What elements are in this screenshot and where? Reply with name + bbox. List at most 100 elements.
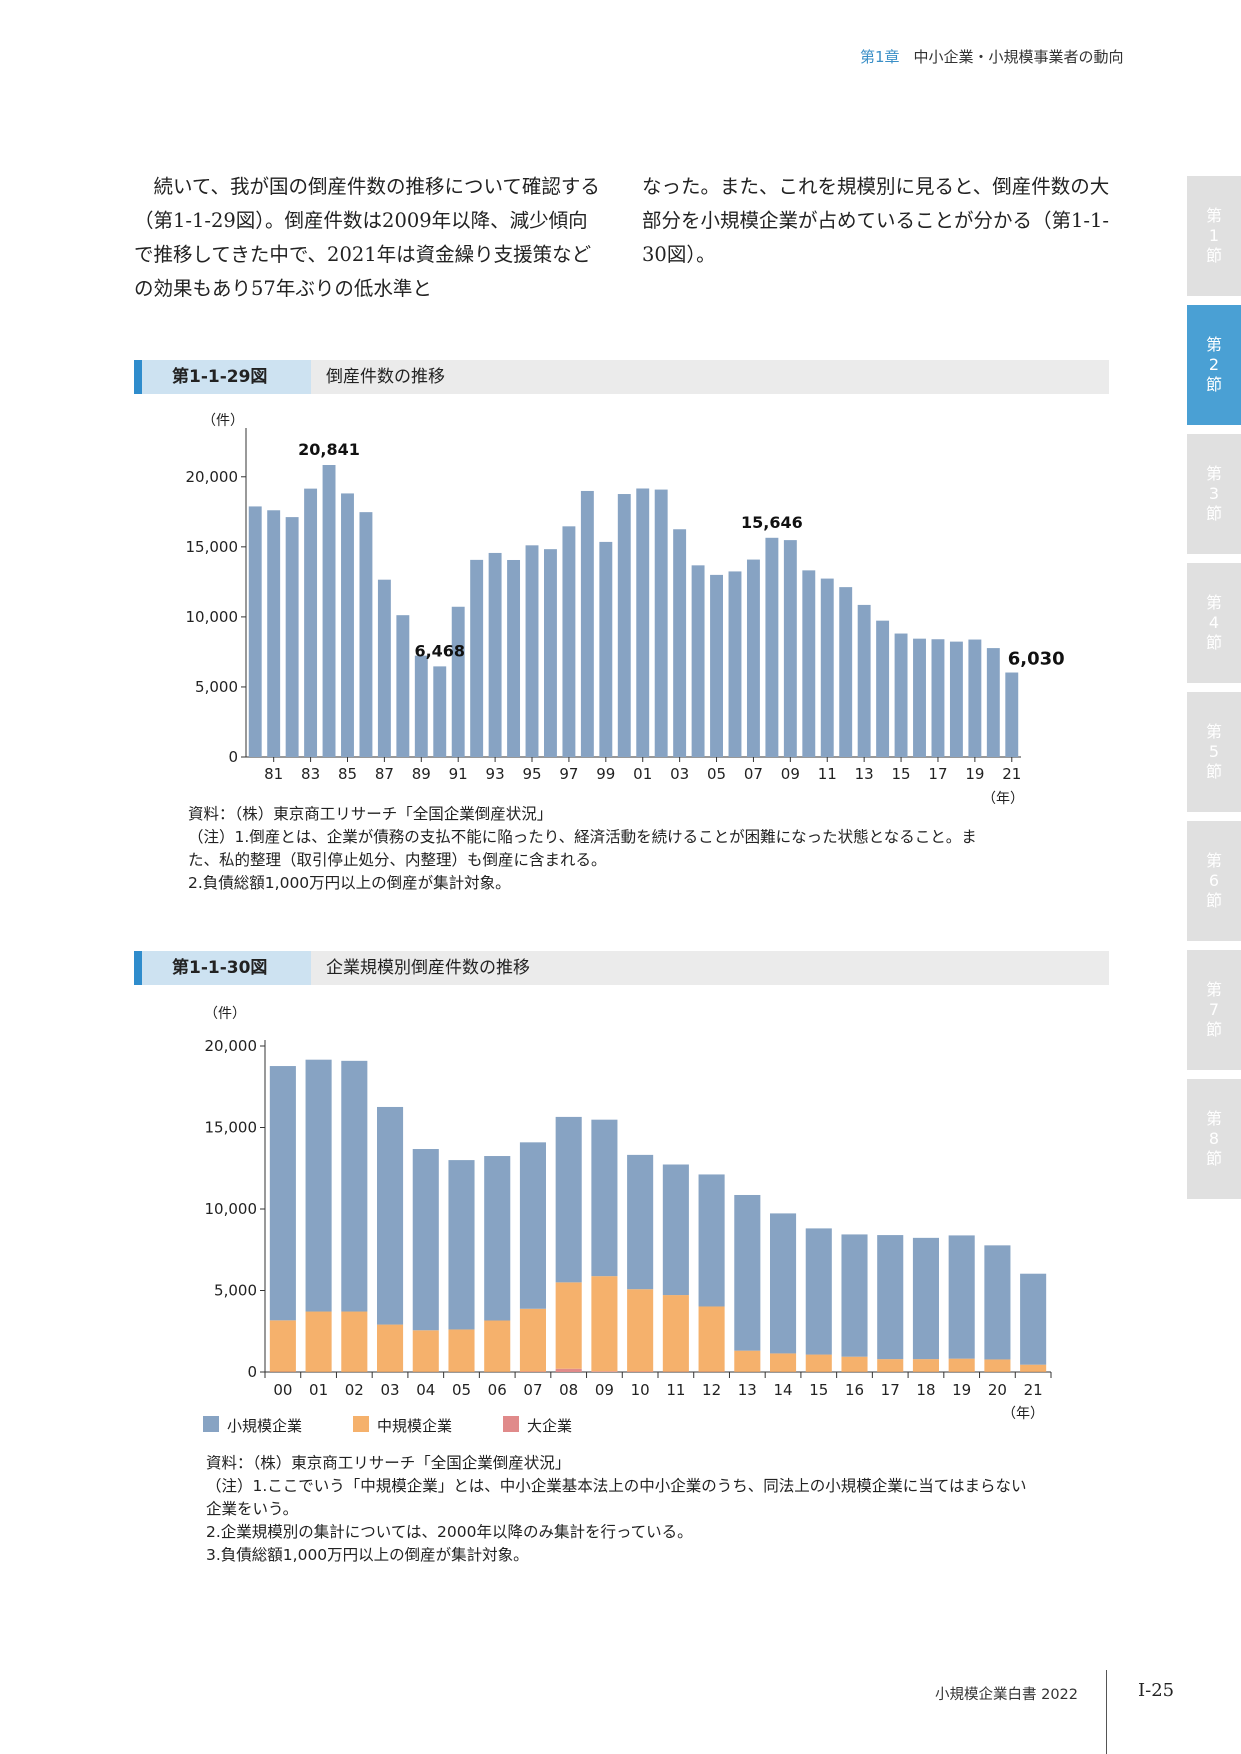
bar-小規模企業-10 [627, 1154, 654, 1290]
bar-07 [746, 559, 760, 757]
bar-小規模企業-04 [412, 1149, 439, 1331]
bar-86 [359, 512, 373, 757]
bar-中規模企業-00 [269, 1320, 296, 1372]
bar-12 [839, 587, 853, 757]
bar-中規模企業-17 [877, 1359, 904, 1372]
bar-中規模企業-07 [519, 1308, 546, 1372]
bar-中規模企業-21 [1020, 1364, 1047, 1372]
x-tick-label: 91 [449, 765, 468, 783]
x-tick-label: 19 [965, 765, 984, 783]
x-tick-label: 81 [264, 765, 283, 783]
y-tick-label: 15,000 [205, 1119, 258, 1137]
bar-03 [673, 529, 687, 757]
data-label: 6,468 [414, 641, 465, 660]
x-tick-label: 10 [631, 1381, 650, 1399]
bar-中規模企業-06 [484, 1320, 511, 1372]
legend-swatch [353, 1416, 369, 1432]
bar-08 [765, 537, 779, 757]
bar-小規模企業-21 [1020, 1273, 1047, 1365]
bar-小規模企業-00 [269, 1066, 296, 1321]
y-tick-label: 10,000 [186, 608, 239, 626]
bar-小規模企業-16 [841, 1234, 868, 1357]
bar-中規模企業-12 [698, 1306, 725, 1372]
bar-88 [396, 615, 410, 757]
fig30-number: 第1-1-30図 [142, 951, 311, 985]
bar-小規模企業-13 [734, 1194, 761, 1351]
y-tick-label: 5,000 [195, 678, 238, 696]
y-axis-label: （件） [204, 1006, 246, 1022]
footer-separator [1106, 1670, 1107, 1754]
bar-93 [488, 552, 502, 757]
x-tick-label: 15 [809, 1381, 828, 1399]
bar-98 [580, 490, 594, 757]
fig29-title-bar: 第1-1-29図 倒産件数の推移 [134, 360, 1109, 394]
y-tick-label: 20,000 [186, 468, 239, 486]
x-tick-label: 85 [338, 765, 357, 783]
x-tick-label: 04 [416, 1381, 435, 1399]
bar-小規模企業-09 [591, 1119, 618, 1277]
footer-book-title: 小規模企業白書 2022 [935, 1687, 1079, 1703]
bar-02 [654, 489, 668, 757]
data-label: 6,030 [1008, 649, 1065, 670]
bar-小規模企業-08 [555, 1116, 582, 1283]
x-tick-label: 19 [952, 1381, 971, 1399]
bar-99 [599, 541, 613, 757]
body-text-right: なった。また、これを規模別に見ると、倒産件数の大部分を小規模企業が占めていること… [642, 175, 1110, 266]
bar-小規模企業-12 [698, 1174, 725, 1307]
x-tick-label: 09 [781, 765, 800, 783]
page-number: I-25 [1138, 1680, 1175, 1701]
bar-小規模企業-20 [984, 1245, 1011, 1360]
bar-95 [525, 545, 539, 757]
bar-91 [451, 606, 465, 757]
bar-中規模企業-05 [448, 1329, 475, 1372]
bar-16 [913, 638, 926, 757]
y-tick-label: 0 [228, 748, 238, 766]
bar-中規模企業-01 [305, 1311, 332, 1372]
x-tick-label: 87 [375, 765, 394, 783]
bar-小規模企業-05 [448, 1160, 475, 1330]
bar-96 [544, 549, 557, 757]
x-tick-label: 09 [595, 1381, 614, 1399]
bar-89 [414, 655, 428, 757]
bar-中規模企業-09 [591, 1276, 618, 1372]
bar-81 [267, 510, 281, 757]
x-tick-label: 93 [486, 765, 505, 783]
y-tick-label: 10,000 [205, 1200, 258, 1218]
bar-中規模企業-08 [555, 1282, 582, 1369]
x-tick-label: 06 [488, 1381, 507, 1399]
legend-label: 中規模企業 [377, 1417, 452, 1435]
note-line: 2.企業規模別の集計については、2000年以降のみ集計を行っている。 [206, 1523, 693, 1541]
legend-label: 小規模企業 [227, 1417, 302, 1435]
bar-10 [802, 570, 816, 757]
bar-85 [341, 493, 354, 757]
x-tick-label: 17 [881, 1381, 900, 1399]
x-tick-label: 17 [928, 765, 947, 783]
bar-01 [636, 488, 650, 757]
data-label: 15,646 [741, 513, 803, 532]
bar-小規模企業-11 [662, 1164, 689, 1296]
body-text-left: 続いて、我が国の倒産件数の推移について確認する（第1-1-29図）。倒産件数は2… [134, 175, 600, 300]
bar-中規模企業-04 [412, 1330, 439, 1372]
x-tick-label: 21 [1002, 765, 1021, 783]
bar-82 [285, 517, 299, 757]
bar-87 [377, 579, 391, 757]
bar-04 [691, 565, 705, 757]
fig29-title: 倒産件数の推移 [326, 367, 445, 387]
bar-94 [507, 559, 521, 757]
x-tick-label: 20 [988, 1381, 1007, 1399]
note-line: た、私的整理（取引停止処分、内整理）も倒産に含まれる。 [188, 851, 607, 869]
chapter-label: 第1章 [860, 48, 900, 66]
bar-大企業-09 [591, 1371, 618, 1372]
x-tick-label: 01 [309, 1381, 328, 1399]
x-tick-label: 13 [738, 1381, 757, 1399]
data-label: 20,841 [298, 440, 360, 459]
bar-小規模企業-18 [912, 1237, 939, 1360]
